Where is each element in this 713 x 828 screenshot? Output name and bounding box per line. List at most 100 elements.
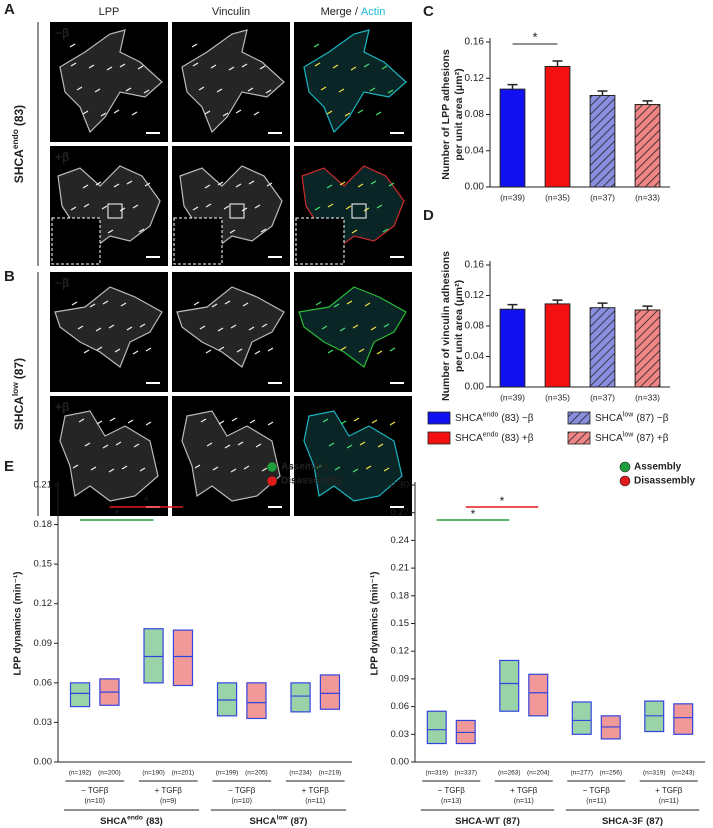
adhesion [382,228,389,233]
y-tick-label: 0.00 [465,382,485,393]
adhesion [228,66,235,71]
adhesion [133,443,140,448]
cell-outline [303,410,403,502]
label-rest: (87) [12,358,26,379]
adhesion [389,421,396,426]
cell-shape [176,286,285,368]
adhesion [364,302,371,307]
adhesion [229,229,236,234]
adhesion [253,111,260,116]
x-tick-label: (n=39) [500,392,525,402]
label-sup: endo [127,814,143,821]
label-rest: (87) [646,816,663,827]
y-tick-label: 0.06 [391,701,410,712]
column-header: Vinculin [212,6,250,18]
legend-label: SHCAendo (83) +β [455,431,534,443]
adhesion [237,441,244,446]
y-tick-label: 0.24 [391,535,410,546]
box [290,682,311,713]
adhesion [145,347,152,352]
count-label: (n=319) [643,770,666,777]
adhesion [350,66,357,71]
adhesion [145,421,152,426]
row-label: SHCAlow (87) [10,358,26,430]
cells-label: (n=11) [514,798,534,805]
cells-label: (n=11) [659,798,679,805]
error-bar [642,100,653,105]
adhesion [357,109,364,114]
y-axis-label: LPP dynamics (min⁻¹) [370,571,381,675]
adhesion [144,182,151,187]
y-tick-label: 0.21 [391,563,410,574]
cells-label: (n=10) [85,798,105,805]
count-label: (n=192) [69,770,92,777]
significance-label: * [471,507,476,521]
label-rest: (87) −β [636,413,668,424]
box [319,674,341,710]
adhesion [78,418,85,423]
condition-label: + TGFβ [155,786,183,795]
count-label: (n=234) [289,770,312,777]
count-label: (n=205) [245,770,268,777]
adhesion [212,466,219,471]
adhesion [107,229,114,234]
adhesion [235,183,242,188]
adhesion [218,420,225,425]
y-tick-label: 0.09 [34,638,53,649]
adhesion [199,325,206,330]
adhesion [231,417,238,422]
adhesion [143,89,150,94]
y-axis-label: Number of LPP adhesions [440,49,452,180]
adhesion [267,347,274,352]
y-tick-label: 0.30 [391,480,410,491]
adhesion [106,66,113,71]
adhesion [370,326,377,331]
adhesion [132,204,139,209]
count-label: (n=204) [527,770,550,777]
adhesion [88,64,95,69]
adhesion [126,326,133,331]
adhesion [211,303,218,308]
adhesion [109,417,116,422]
cell-line-label: SHCA-3F (87) [602,816,663,827]
error-bar [597,302,608,308]
x-tick-label: (n=35) [545,392,570,402]
y-tick-label: 0.12 [34,598,53,609]
adhesion [333,303,340,308]
bar [634,309,661,388]
cells-label: (n=11) [586,798,606,805]
x-tick-label: (n=39) [500,192,525,202]
adhesion [108,324,115,329]
significance-label: * [144,494,149,508]
row-label: SHCAendo (83) [10,105,26,183]
inset-box [295,217,345,265]
y-tick-label: 0.15 [391,618,410,629]
adhesion [205,203,212,208]
adhesion [371,419,378,424]
error-bar [597,90,608,96]
adhesion [359,441,366,446]
adhesion [314,206,321,211]
significance-label: * [500,494,505,508]
adhesion [222,112,229,117]
label-base: SHCA [455,413,483,424]
bar [634,104,661,188]
significance-label: * [114,507,119,521]
adhesion [200,418,207,423]
legend-label: SHCAlow (87) +β [595,431,669,443]
adhesion [383,467,390,472]
legend-swatch [427,411,451,425]
adhesion [77,325,84,330]
label-base: SHCA [455,433,483,444]
adhesion [351,229,358,234]
adhesion [340,346,347,351]
adhesion [388,182,395,187]
adhesion [69,43,76,48]
adhesion [206,442,213,447]
adhesion [191,43,198,48]
y-axis-label: per unit area (μm²) [453,280,465,372]
y-tick-label: 0.04 [465,351,485,362]
bar [499,88,526,188]
y-tick-label: 0.12 [465,73,485,84]
